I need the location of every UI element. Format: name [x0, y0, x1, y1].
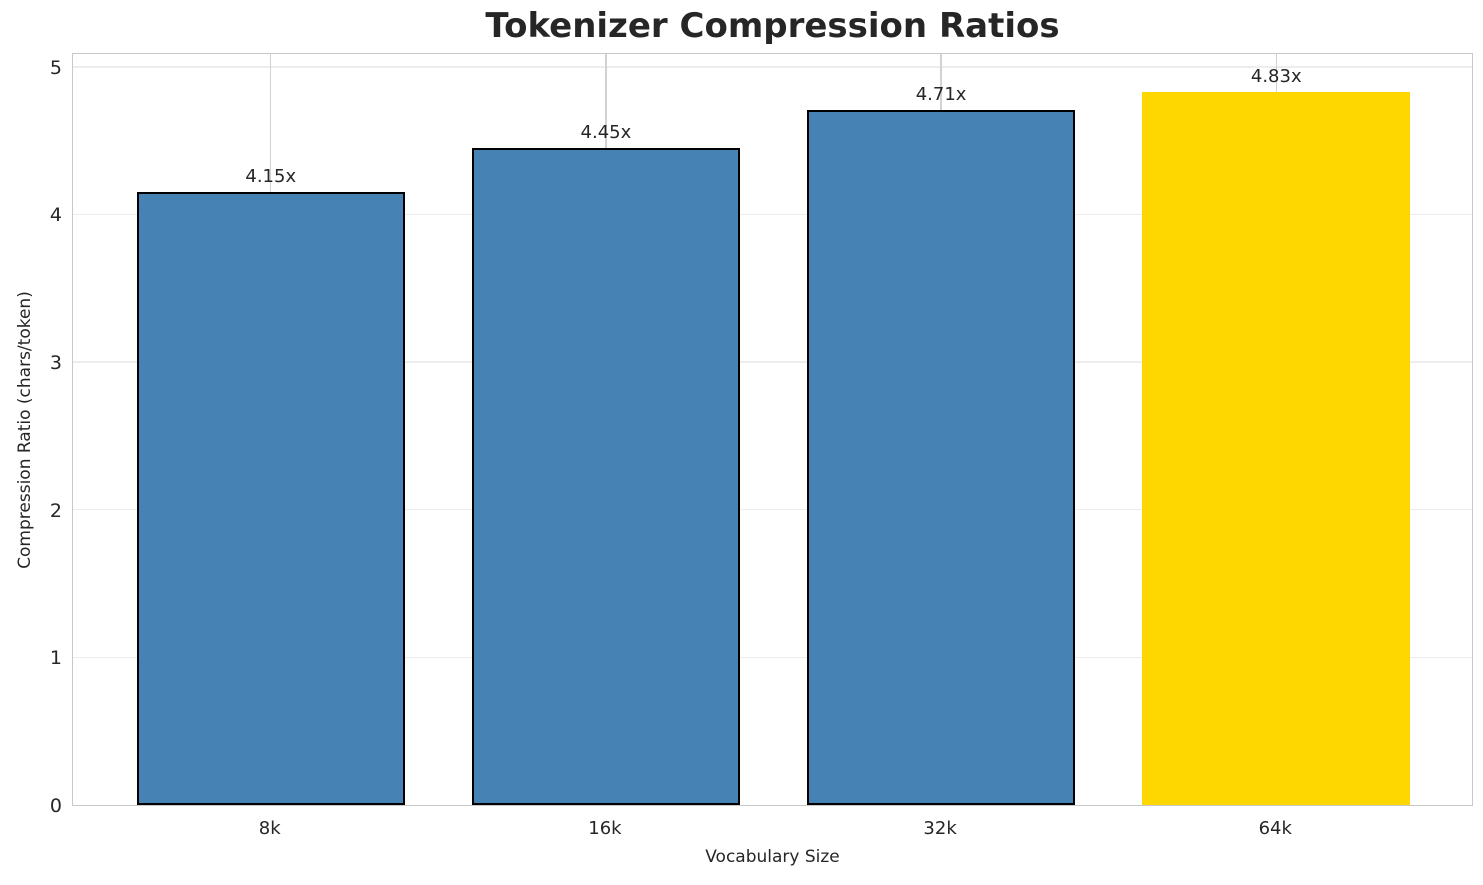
bar-value-label: 4.71x — [915, 83, 967, 105]
y-axis-ticks: 0 1 2 3 4 5 — [0, 53, 62, 817]
y-gridline — [73, 213, 1472, 216]
bar-64k — [1142, 91, 1411, 805]
bar-32k — [807, 109, 1076, 805]
x-tick-label: 64k — [1258, 818, 1292, 839]
y-tick-label: 5 — [49, 56, 62, 79]
y-gridline — [73, 656, 1472, 659]
x-axis-label: Vocabulary Size — [705, 847, 840, 867]
x-tick-label: 32k — [923, 818, 957, 839]
bar-value-label: 4.15x — [245, 166, 297, 188]
x-axis-ticks: 8k 16k 32k 64k — [72, 818, 1473, 844]
y-tick-label: 2 — [49, 499, 62, 522]
y-gridline — [73, 508, 1472, 511]
bar-value-label: 4.45x — [580, 121, 632, 143]
y-gridline — [73, 361, 1472, 363]
y-tick-label: 4 — [49, 204, 62, 227]
y-tick-label: 3 — [49, 352, 62, 375]
chart-title: Tokenizer Compression Ratios — [485, 6, 1060, 46]
y-tick-label: 1 — [49, 647, 62, 670]
y-tick-label: 0 — [49, 795, 62, 817]
x-tick-label: 8k — [258, 818, 281, 839]
x-tick-label: 16k — [588, 818, 622, 839]
bar-16k — [471, 147, 740, 805]
plot-area: 4.15x 4.45x 4.71x 4.83x — [72, 53, 1473, 806]
y-axis-label: Compression Ratio (chars/token) — [15, 291, 35, 569]
y-gridline — [73, 66, 1472, 68]
bar-value-label: 4.83x — [1250, 65, 1302, 87]
bar-8k — [136, 192, 405, 805]
